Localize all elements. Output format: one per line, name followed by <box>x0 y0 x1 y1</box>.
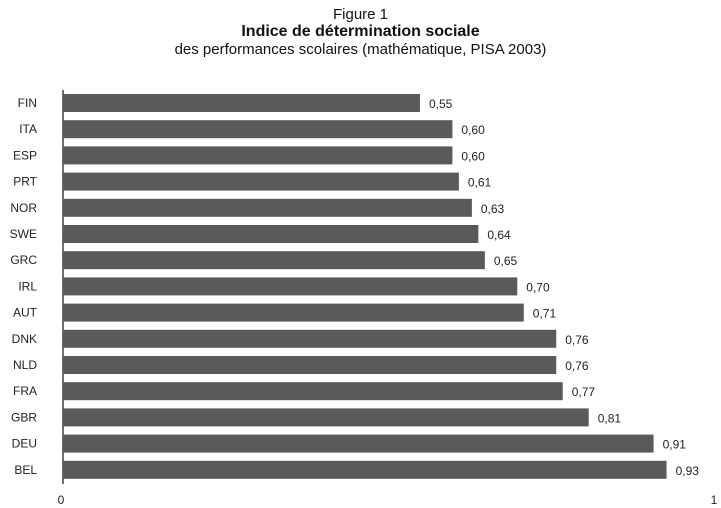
value-label-esp: 0,60 <box>461 149 485 163</box>
value-label-fra: 0,77 <box>572 385 596 399</box>
value-label-grc: 0,65 <box>494 254 518 268</box>
x-tick-label-1: 1 <box>711 493 718 507</box>
bar-dnk <box>63 329 557 348</box>
bar-prt <box>63 172 459 191</box>
chart-header: Figure 1 Indice de détermination sociale… <box>0 6 721 59</box>
category-label-dnk: DNK <box>12 332 37 346</box>
figure-label: Figure 1 <box>332 6 389 23</box>
bar-aut <box>63 303 524 322</box>
value-label-swe: 0,64 <box>487 228 511 242</box>
category-label-fra: FRA <box>13 384 37 398</box>
value-label-nld: 0,76 <box>565 359 589 373</box>
bar-gbr <box>63 408 589 427</box>
bar-fin <box>63 94 420 112</box>
bar-deu <box>63 434 654 453</box>
bar-irl <box>63 277 518 296</box>
category-label-ita: ITA <box>19 122 37 136</box>
bar-grc <box>63 251 485 270</box>
x-tick-label-0: 0 <box>58 493 65 507</box>
value-label-irl: 0,70 <box>526 280 550 294</box>
category-label-irl: IRL <box>18 279 37 293</box>
bar-swe <box>63 225 479 243</box>
bar-fra <box>63 382 563 401</box>
category-label-esp: ESP <box>13 148 37 162</box>
bar-nor <box>63 198 472 217</box>
chart-title: Indice de détermination sociale <box>241 23 480 40</box>
value-label-fin: 0,55 <box>429 97 453 111</box>
bar-bel <box>63 460 667 479</box>
category-label-nor: NOR <box>10 201 37 215</box>
category-label-swe: SWE <box>10 227 37 241</box>
bar-ita <box>63 120 453 139</box>
value-label-dnk: 0,76 <box>565 333 589 347</box>
chart-subtitle: des performances scolaires (mathématique… <box>174 41 547 58</box>
value-label-prt: 0,61 <box>468 176 492 190</box>
category-label-nld: NLD <box>13 358 37 372</box>
category-label-bel: BEL <box>14 463 37 477</box>
value-label-ita: 0,60 <box>461 123 485 137</box>
category-label-prt: PRT <box>13 175 37 189</box>
value-label-bel: 0,93 <box>676 464 700 478</box>
category-label-deu: DEU <box>12 437 37 451</box>
value-label-gbr: 0,81 <box>598 411 622 425</box>
value-label-nor: 0,63 <box>481 202 505 216</box>
bar-nld <box>63 356 557 374</box>
category-label-aut: AUT <box>13 306 38 320</box>
category-label-grc: GRC <box>10 253 37 267</box>
bar-esp <box>63 146 453 165</box>
value-label-aut: 0,71 <box>533 307 557 321</box>
value-label-deu: 0,91 <box>663 438 687 452</box>
category-label-gbr: GBR <box>11 410 37 424</box>
category-label-fin: FIN <box>18 96 37 110</box>
